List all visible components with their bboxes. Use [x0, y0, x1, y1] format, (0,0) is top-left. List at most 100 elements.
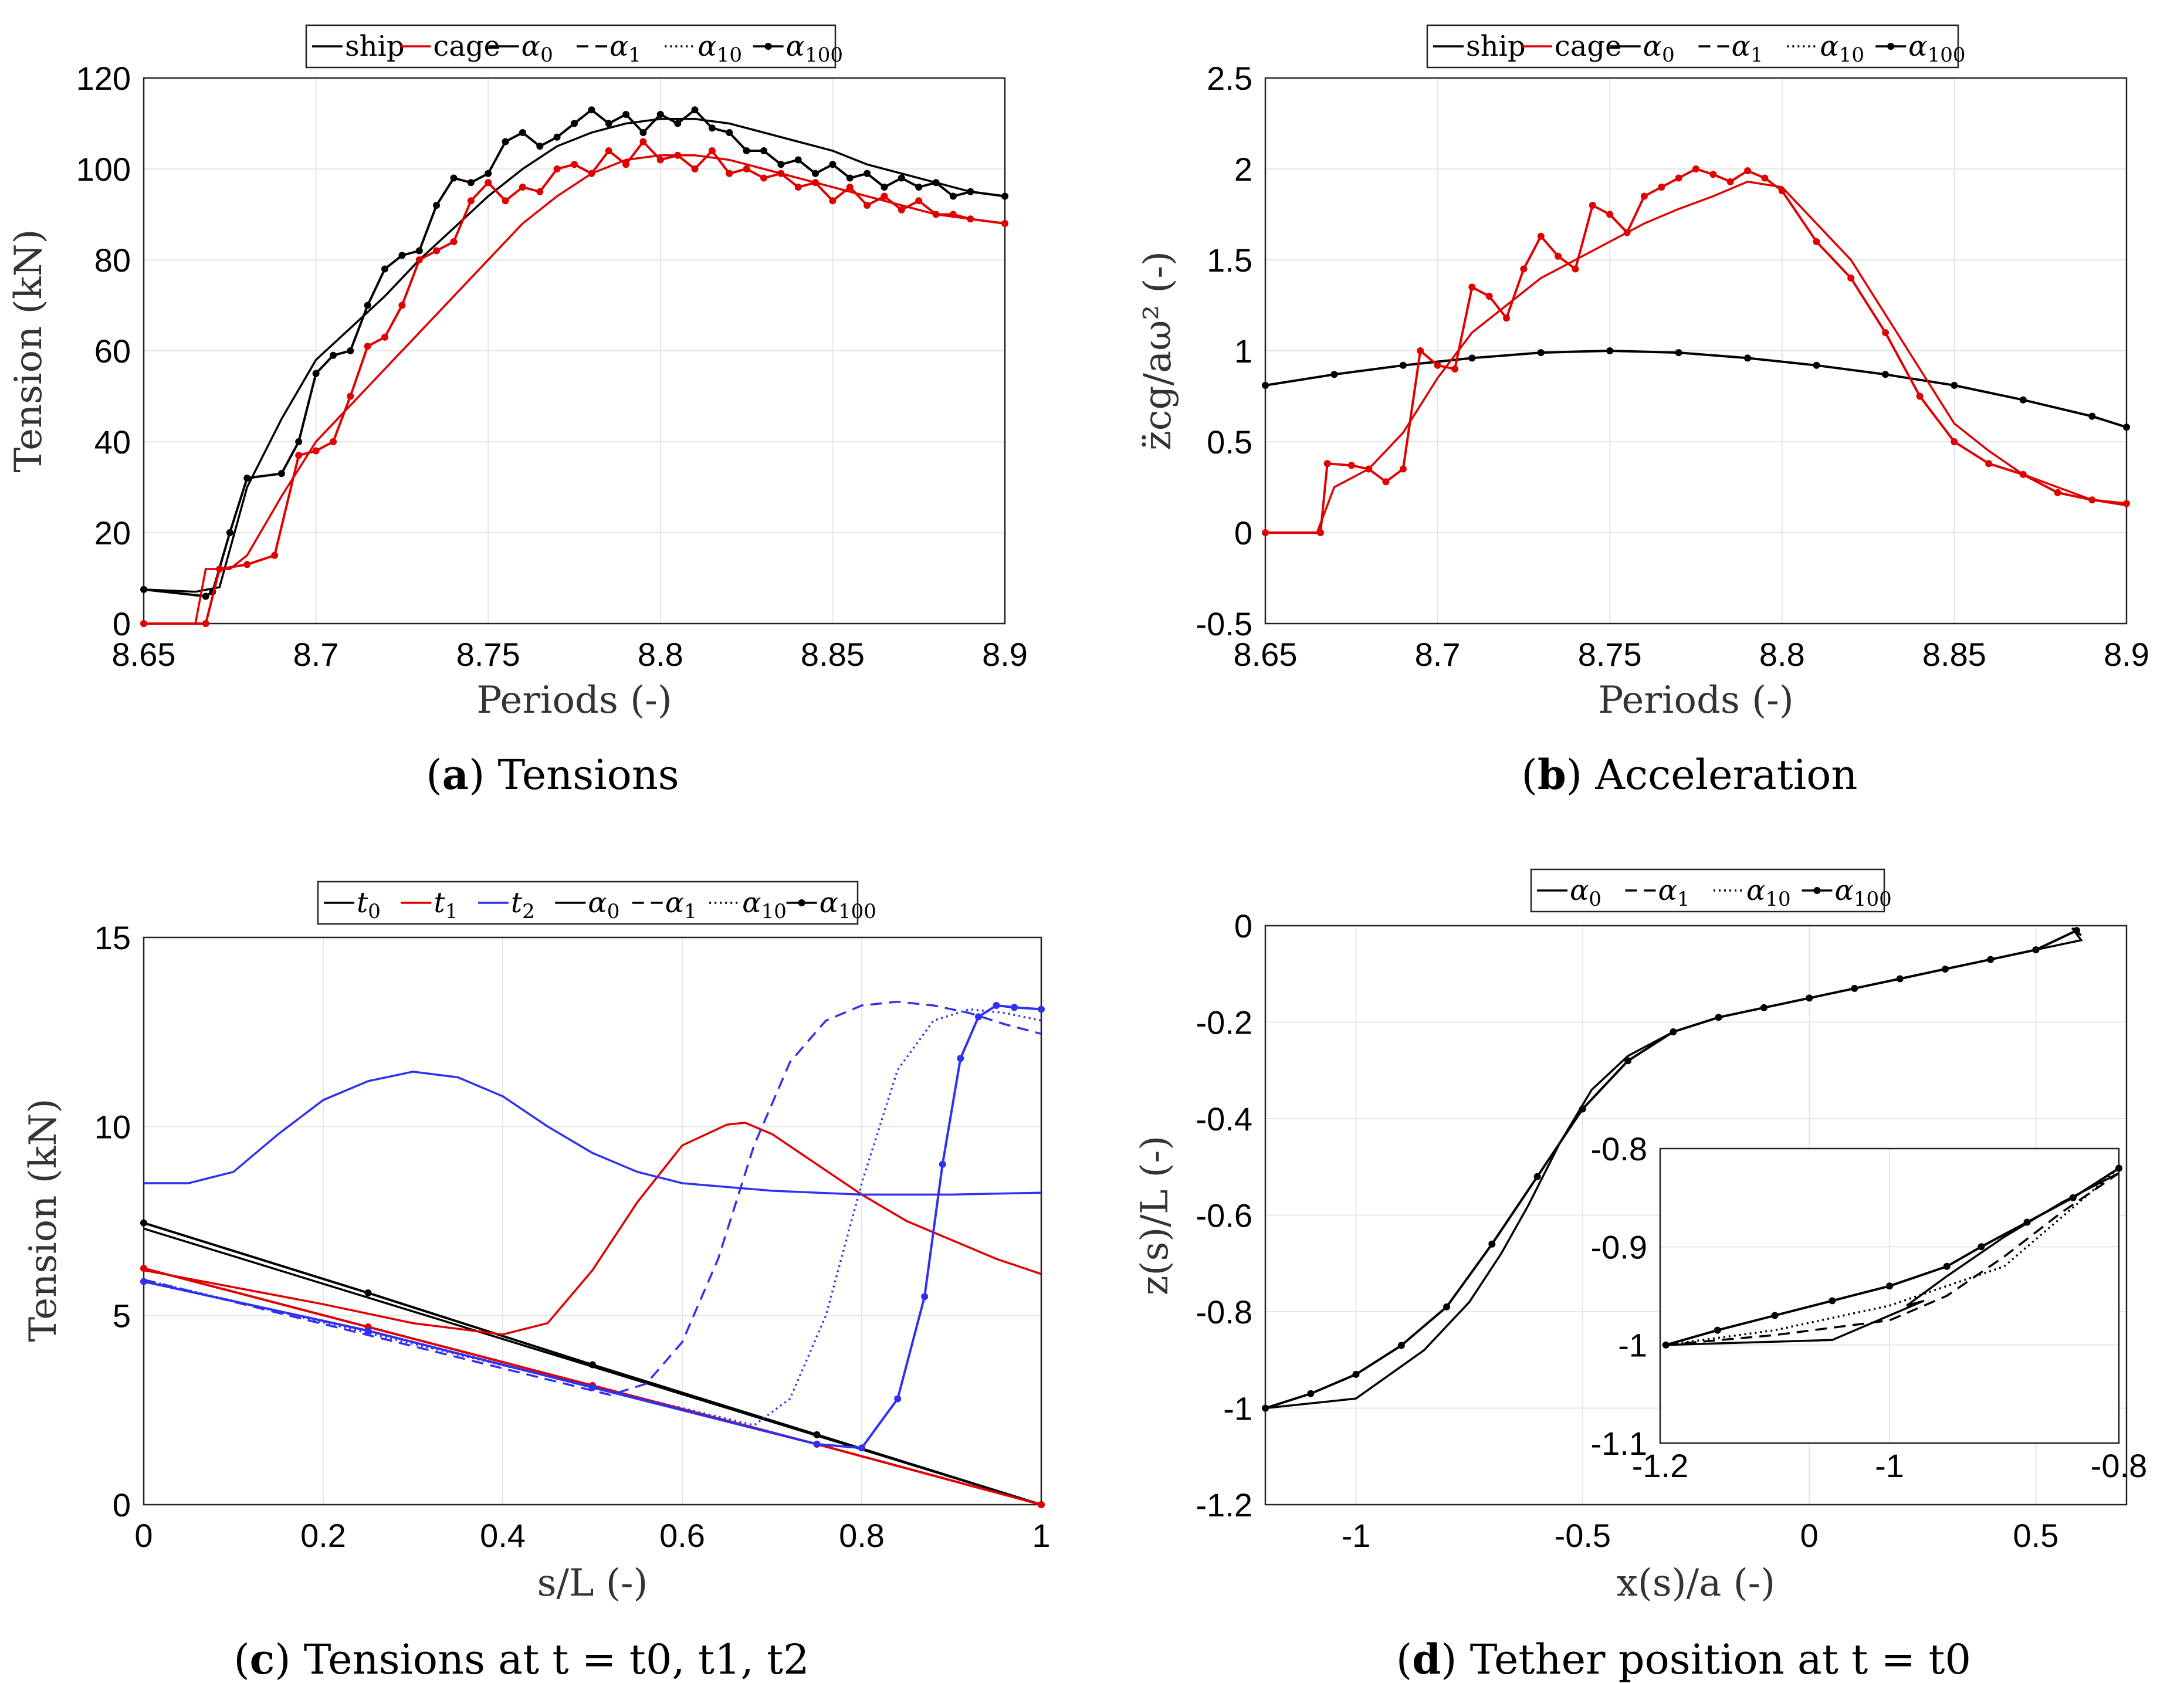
series-point	[794, 156, 802, 164]
series-point	[2123, 424, 2130, 431]
series-line-3	[1665, 1167, 2120, 1346]
series-line-5	[143, 1000, 1042, 1396]
y-tick-label: 0	[113, 1486, 131, 1523]
series-point	[1847, 275, 1855, 282]
x-tick-label: 8.7	[293, 636, 339, 673]
series-point	[571, 120, 578, 127]
series-point	[1658, 184, 1665, 191]
y-tick-label: -0.6	[1196, 1197, 1253, 1234]
y-tick-label: 0	[1234, 514, 1252, 551]
series-point	[467, 179, 475, 187]
y-axis-label: Tension (kN)	[7, 229, 50, 473]
legend: t0 t1 t2 α0 α1 α10 α100	[317, 881, 876, 925]
series-point	[1589, 202, 1596, 209]
series-point	[364, 1289, 372, 1296]
series-point	[277, 470, 285, 478]
series-point	[1640, 192, 1648, 200]
series-point	[1744, 354, 1752, 362]
series-point	[967, 188, 974, 195]
legend-swatch-marker	[1887, 43, 1895, 50]
x-tick-label: 8.85	[1922, 636, 1986, 673]
series-point	[1347, 462, 1355, 469]
y-tick-label: -1.2	[1196, 1486, 1253, 1523]
series-point	[1761, 174, 1769, 182]
series-point	[1806, 994, 1813, 1002]
series-point	[1399, 465, 1407, 473]
series-point	[2073, 927, 2080, 934]
series-point	[1572, 265, 1579, 273]
series-point	[398, 302, 406, 309]
y-tick-label: 60	[94, 333, 131, 370]
x-tick-label: 1	[1032, 1517, 1050, 1554]
series-point	[1382, 478, 1390, 486]
series-point	[1662, 1341, 1670, 1349]
series-point	[467, 197, 475, 205]
series-point	[1882, 371, 1889, 378]
legend: ship cage α0 α1 α10 α100	[305, 24, 843, 69]
x-tick-label: -1.2	[1632, 1447, 1689, 1484]
series-point	[1714, 1326, 1721, 1334]
panel-a: 8.65 8.7 8.75 8.8 8.85 8.9 0 20 40 60 80 100 120	[76, 60, 1028, 673]
panel-caption: (b) Acceleration	[1522, 750, 1858, 799]
legend: α0 α1 α10 α100	[1530, 868, 1892, 913]
series-point	[140, 620, 147, 627]
series-point	[1882, 329, 1889, 336]
x-tick-label: 8.8	[638, 636, 683, 673]
series-point	[639, 138, 647, 145]
series-point	[974, 1013, 982, 1021]
series-point	[588, 106, 595, 114]
x-tick-label: 0.2	[300, 1517, 346, 1554]
series-point	[485, 179, 492, 187]
series-point	[433, 202, 441, 209]
x-tick-label: 8.65	[1234, 636, 1298, 673]
series-point	[864, 202, 871, 209]
series-line-0	[1265, 349, 2127, 429]
legend-label: α100	[820, 886, 876, 923]
series-point	[140, 1219, 147, 1227]
series-point	[1503, 314, 1510, 322]
series-point	[450, 174, 458, 182]
y-tick-label: 120	[76, 60, 131, 97]
legend-label: α10	[1820, 30, 1864, 67]
series-point	[1606, 211, 1614, 218]
series-point	[1987, 956, 1995, 963]
legend-label: α100	[1908, 30, 1965, 67]
series-point	[760, 174, 767, 182]
y-tick-label: -0.8	[1196, 1293, 1253, 1330]
series-point	[295, 452, 303, 459]
series-point	[915, 197, 923, 205]
x-axis-label: x(s)/a (-)	[1617, 1562, 1776, 1605]
series-point	[1443, 1303, 1451, 1310]
series-point	[1778, 187, 1786, 195]
y-tick-label: 10	[94, 1108, 131, 1145]
y-tick-label: -1.1	[1591, 1425, 1648, 1462]
y-axis-label: Tension (kN)	[22, 1099, 65, 1342]
panel-caption: (d) Tether position at t = t0	[1396, 1635, 1971, 1683]
series-point	[271, 551, 279, 559]
y-tick-label: 2.5	[1207, 60, 1252, 97]
x-tick-label: 0.5	[2013, 1517, 2059, 1554]
series-point	[1537, 349, 1545, 357]
series-point	[216, 565, 224, 573]
series-point	[1468, 354, 1476, 362]
series-point	[1744, 167, 1752, 175]
series-point	[674, 120, 682, 127]
legend: ship cage α0 α1 α10 α100	[1426, 24, 1965, 69]
series-point	[589, 1384, 596, 1391]
series-point	[330, 438, 337, 445]
series-point	[2115, 1164, 2122, 1172]
series-point	[932, 179, 940, 187]
x-tick-label: -1	[1342, 1517, 1371, 1554]
series-point	[1399, 361, 1407, 369]
series-point	[1262, 1404, 1269, 1412]
series-point	[993, 1002, 1000, 1009]
series-point	[1352, 1370, 1360, 1378]
series-point	[1916, 392, 1924, 400]
x-axis-label: Periods (-)	[476, 679, 672, 722]
series-point	[2069, 1194, 2077, 1201]
series-point	[1262, 381, 1269, 389]
series-point	[915, 184, 923, 191]
series-point	[1624, 1057, 1632, 1065]
series-point	[1951, 438, 1958, 445]
panel-caption: (c) Tensions at t = t0, t1, t2	[233, 1635, 809, 1683]
